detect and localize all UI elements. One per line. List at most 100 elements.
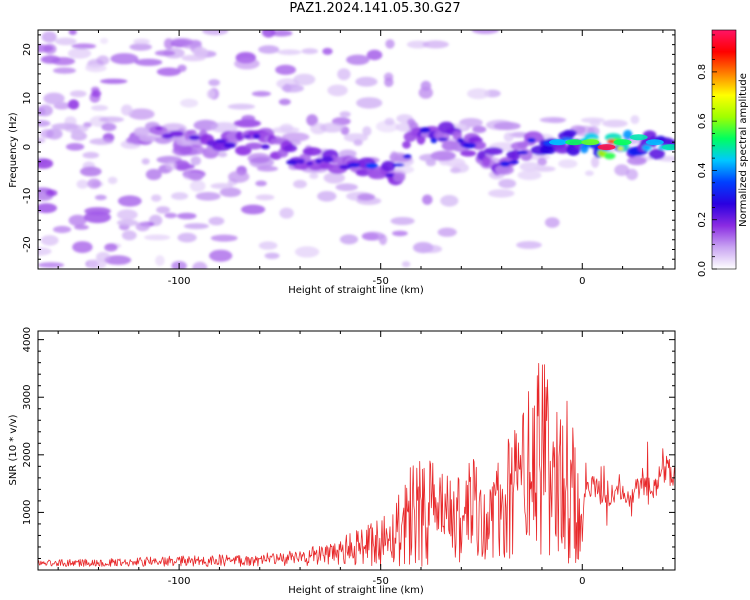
spectrogram-ridge-core bbox=[297, 158, 305, 164]
spectrogram-noise-blob bbox=[38, 104, 53, 117]
spectrogram-ridge-blob bbox=[452, 130, 462, 141]
colorbar-axis: 0.0 0.2 0.4 0.6 0.8 bbox=[697, 34, 717, 277]
spectrogram-noise-blob bbox=[384, 77, 394, 87]
spectrogram-noise-blob bbox=[279, 207, 294, 219]
figure-title: PAZ1.2024.141.05.30.G27 bbox=[289, 1, 461, 16]
y-tick-label: 4000 bbox=[22, 327, 33, 352]
spectrogram-peak bbox=[645, 139, 664, 146]
spectrogram-noise-blob bbox=[121, 104, 133, 116]
spectrogram-noise-blob bbox=[255, 194, 275, 201]
spectrogram-noise-blob bbox=[493, 121, 521, 131]
spectrogram-noise-blob bbox=[422, 40, 449, 49]
spectrogram-ridge-core bbox=[252, 133, 261, 139]
spectrogram-noise-blob bbox=[422, 194, 433, 205]
spectrogram-noise-blob bbox=[343, 133, 369, 143]
spectrogram-noise-blob bbox=[87, 259, 107, 269]
snr-data-point bbox=[654, 483, 655, 484]
spectrogram-noise-blob bbox=[392, 230, 408, 237]
spectrogram-ridge-blob bbox=[283, 144, 298, 153]
snr-data-point bbox=[372, 523, 373, 524]
snr-data-point bbox=[118, 561, 119, 562]
snr-data-point bbox=[481, 483, 482, 484]
spectrogram-noise-blob bbox=[38, 158, 54, 169]
spectrogram-noise-blob bbox=[247, 153, 271, 164]
x-tick-label: -50 bbox=[373, 576, 389, 587]
spectrogram-ridge-blob bbox=[482, 156, 491, 167]
spectrogram-noise-blob bbox=[306, 114, 317, 126]
spectrogram-noise-blob bbox=[144, 234, 171, 241]
spectrogram-ridge-core bbox=[206, 140, 218, 147]
spectrogram-noise-blob bbox=[317, 191, 337, 202]
y-tick-label: 2000 bbox=[22, 442, 33, 467]
spectrogram-noise-blob bbox=[322, 47, 333, 55]
spectrogram-noise-blob bbox=[156, 206, 171, 214]
x-tick-label: -100 bbox=[168, 576, 191, 587]
snr-data-point bbox=[606, 500, 607, 501]
spectrogram-peak bbox=[565, 139, 584, 146]
snr-data-point bbox=[433, 460, 434, 461]
spectrogram-noise-blob bbox=[503, 132, 514, 142]
spectrogram-noise-blob bbox=[76, 179, 89, 189]
colorbar-tick-label: 0.8 bbox=[697, 64, 708, 80]
snr-data-point bbox=[392, 506, 393, 507]
spectrogram-noise-blob bbox=[251, 91, 271, 97]
spectrogram-noise-blob bbox=[339, 111, 351, 118]
spectrogram-noise-blob bbox=[539, 117, 567, 123]
spectrogram-ridge-core bbox=[457, 138, 464, 143]
spectrogram-noise-blob bbox=[516, 241, 542, 249]
spectrogram-noise-blob bbox=[210, 234, 238, 242]
spectrogram-noise-blob bbox=[154, 50, 176, 56]
spectrogram-noise-blob bbox=[208, 79, 220, 87]
snr-data-point bbox=[582, 541, 583, 542]
spectrogram-noise-blob bbox=[275, 64, 296, 75]
x-tick-label: -50 bbox=[373, 276, 389, 287]
snr-panel bbox=[38, 363, 675, 567]
spectrogram-ridge-core bbox=[499, 161, 510, 167]
spectrogram-noise-blob bbox=[258, 241, 278, 250]
spectrogram-noise-blob bbox=[219, 187, 242, 197]
spectrogram-noise-blob bbox=[281, 132, 310, 142]
spectrogram-noise-blob bbox=[517, 170, 542, 181]
spectrogram-noise-blob bbox=[65, 143, 85, 151]
y-tick-label: 10 bbox=[22, 92, 33, 105]
spectrogram-noise-blob bbox=[177, 212, 197, 220]
spectrogram-noise-blob bbox=[395, 165, 415, 174]
spectrogram-ridge-core bbox=[462, 142, 477, 149]
spectrogram-noise-blob bbox=[301, 48, 319, 55]
y-tick-label: 1000 bbox=[22, 500, 33, 525]
spectrogram-noise-blob bbox=[378, 234, 388, 246]
snr-data-point bbox=[549, 368, 550, 369]
snr-data-point bbox=[529, 368, 530, 369]
spectrogram-noise-blob bbox=[255, 180, 267, 187]
spectrogram-peak bbox=[581, 139, 600, 146]
spectrogram-noise-blob bbox=[128, 108, 155, 120]
spectrogram-noise-blob bbox=[107, 176, 118, 185]
spectrogram-noise-blob bbox=[630, 115, 640, 125]
spectrogram-noise-blob bbox=[241, 115, 256, 123]
spectrogram-noise-blob bbox=[178, 145, 206, 156]
spectrogram-ridge-blob bbox=[402, 141, 411, 149]
spectrogram-noise-blob bbox=[228, 170, 250, 183]
snr-data-point bbox=[158, 559, 159, 560]
spectrogram-noise-blob bbox=[261, 30, 276, 38]
spectrogram-ridge-blob bbox=[604, 152, 616, 160]
spectrogram-noise-blob bbox=[233, 119, 261, 128]
spectrogram-noise-blob bbox=[41, 31, 57, 43]
spectrogram-ridge-core bbox=[315, 158, 323, 164]
spectrogram-ridge-core bbox=[348, 162, 361, 168]
spectrogram-noise-blob bbox=[129, 43, 152, 51]
spectrogram-ylabel: Frequency (Hz) bbox=[8, 112, 19, 188]
spectrogram-noise-blob bbox=[335, 183, 358, 191]
spectrogram-ridge-core bbox=[642, 144, 652, 151]
snr-data-point bbox=[554, 397, 555, 398]
spectrogram-noise-blob bbox=[357, 193, 376, 201]
snr-data-point bbox=[566, 379, 567, 380]
spectrogram-ridge-core bbox=[339, 164, 352, 170]
spectrogram-noise-blob bbox=[163, 38, 174, 50]
spectrogram-ridge-blob bbox=[472, 141, 487, 150]
spectrogram-noise-blob bbox=[294, 246, 320, 258]
spectrogram-noise-blob bbox=[210, 183, 233, 189]
spectrogram-ridge-blob bbox=[495, 164, 514, 175]
spectrogram-noise-blob bbox=[327, 84, 348, 97]
